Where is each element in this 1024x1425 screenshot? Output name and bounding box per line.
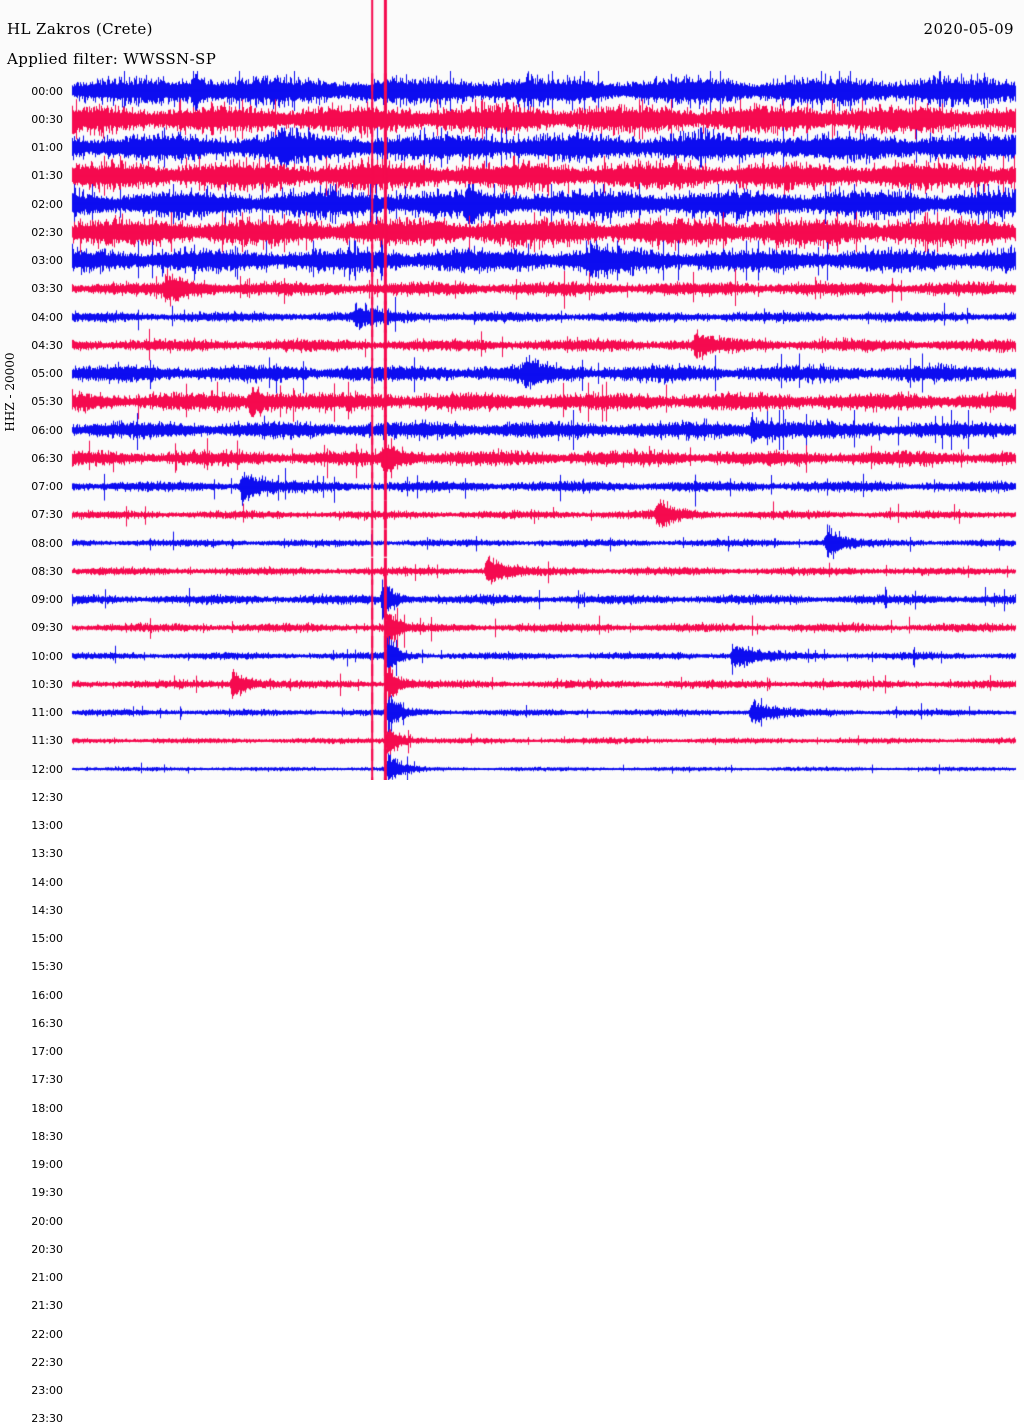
time-tick-label: 04:00 — [31, 310, 63, 324]
time-tick-label: 03:30 — [31, 282, 63, 296]
time-tick-label: 00:30 — [31, 112, 63, 126]
time-tick-label: 23:00 — [31, 1384, 63, 1397]
time-tick-label: 06:00 — [31, 423, 63, 437]
time-tick-label: 11:30 — [31, 734, 63, 748]
seismogram-canvas — [0, 0, 1024, 780]
time-tick-label: 15:30 — [31, 960, 63, 974]
page-title: HL Zakros (Crete) — [7, 20, 153, 38]
time-tick-label: 16:30 — [31, 1016, 63, 1030]
time-tick-label: 09:00 — [31, 593, 63, 606]
time-tick-label: 13:30 — [31, 847, 63, 861]
time-tick-label: 14:30 — [31, 903, 63, 917]
time-tick-label: 09:30 — [31, 621, 63, 635]
time-tick-label: 12:00 — [31, 762, 63, 776]
date-label: 2020-05-09 — [923, 20, 1014, 38]
time-tick-label: 18:00 — [31, 1101, 63, 1115]
applied-filter-label: Applied filter: WWSSN-SP — [7, 50, 217, 68]
time-tick-label: 19:00 — [31, 1158, 63, 1171]
time-tick-label: 22:00 — [31, 1327, 63, 1341]
time-tick-label: 21:30 — [31, 1299, 63, 1313]
time-tick-label: 11:00 — [31, 706, 63, 719]
time-tick-label: 02:30 — [31, 225, 63, 239]
time-tick-label: 08:30 — [31, 564, 63, 578]
time-tick-label: 03:00 — [31, 254, 63, 267]
time-tick-label: 23:30 — [31, 1412, 63, 1425]
time-tick-label: 02:00 — [31, 197, 63, 211]
time-tick-label: 21:00 — [31, 1271, 63, 1284]
time-tick-label: 07:30 — [31, 508, 63, 522]
time-tick-label: 05:00 — [31, 367, 63, 380]
time-tick-label: 13:00 — [31, 819, 63, 832]
time-tick-label: 20:30 — [31, 1242, 63, 1256]
time-tick-label: 01:30 — [31, 169, 63, 183]
time-tick-label: 18:30 — [31, 1129, 63, 1143]
time-tick-label: 08:00 — [31, 536, 63, 550]
time-tick-label: 17:30 — [31, 1073, 63, 1087]
time-tick-label: 17:00 — [31, 1045, 63, 1058]
time-tick-label: 12:30 — [31, 790, 63, 804]
time-tick-label: 14:00 — [31, 875, 63, 889]
time-tick-label: 01:00 — [31, 141, 63, 154]
time-tick-label: 00:00 — [31, 84, 63, 98]
time-tick-label: 05:30 — [31, 395, 63, 409]
time-tick-label: 19:30 — [31, 1186, 63, 1200]
time-tick-label: 10:00 — [31, 649, 63, 663]
time-tick-label: 07:00 — [31, 480, 63, 493]
time-tick-label: 06:30 — [31, 451, 63, 465]
time-tick-label: 04:30 — [31, 338, 63, 352]
time-tick-label: 10:30 — [31, 677, 63, 691]
time-tick-label: 15:00 — [31, 932, 63, 945]
time-axis: 00:00 00:30 01:00 01:30 02:00 02:30 03:00 03:30… — [0, 0, 70, 1425]
time-tick-label: 20:00 — [31, 1214, 63, 1228]
time-tick-label: 22:30 — [31, 1355, 63, 1369]
time-tick-label: 16:00 — [31, 988, 63, 1002]
